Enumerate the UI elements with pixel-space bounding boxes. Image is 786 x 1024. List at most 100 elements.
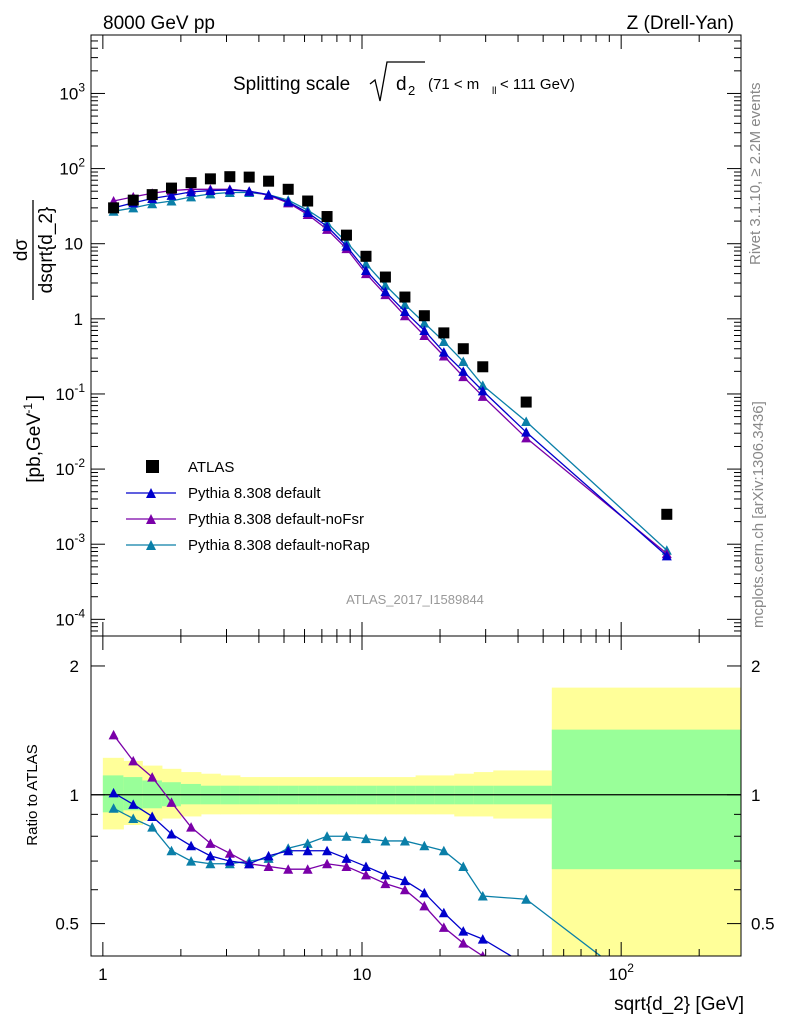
ylabel-units-end: ] bbox=[24, 395, 45, 400]
ratio-point-nofsr bbox=[458, 938, 469, 948]
main-point-default bbox=[244, 186, 255, 196]
ratio-point-norap bbox=[322, 831, 333, 841]
ratio-point-default bbox=[477, 934, 488, 944]
ratio-point-norap bbox=[438, 845, 449, 856]
ratio-axes: 0.5 0.5 1 1 2 2 1 10 102 bbox=[55, 635, 775, 984]
ratio-point-default bbox=[419, 887, 430, 898]
ratio-point-norap bbox=[341, 831, 352, 841]
ratio-point-default bbox=[380, 869, 391, 880]
ratio-point-nofsr bbox=[480, 951, 486, 956]
ratio-point-default bbox=[108, 787, 119, 798]
main-point-atlas bbox=[418, 310, 430, 322]
main-point-default bbox=[166, 190, 177, 200]
main-line-nofsr bbox=[113, 188, 668, 555]
ratio-line-norap bbox=[113, 807, 602, 956]
ratio-point-default bbox=[244, 858, 255, 869]
ratio-point-norap bbox=[186, 856, 197, 866]
ratio-point-norap bbox=[205, 858, 216, 869]
ratio-point-nofsr bbox=[108, 729, 119, 740]
main-point-atlas bbox=[379, 271, 391, 283]
main-point-atlas bbox=[360, 250, 372, 262]
main-point-norap bbox=[128, 202, 139, 213]
main-title-subscript: 2 bbox=[408, 83, 415, 98]
main-point-default bbox=[477, 385, 488, 396]
header-right: Z (Drell-Yan) bbox=[627, 13, 734, 34]
main-point-default bbox=[224, 184, 235, 195]
main-point-default bbox=[521, 427, 532, 437]
ylabel-top: dσ bbox=[11, 239, 32, 262]
main-point-atlas bbox=[399, 291, 411, 303]
main-point-atlas bbox=[165, 182, 177, 194]
x-ticklabel: 10 bbox=[353, 965, 372, 984]
ratio-point-nofsr bbox=[263, 861, 274, 871]
ratio-point-default bbox=[186, 840, 197, 851]
main-point-atlas bbox=[302, 195, 314, 207]
main-title-cut-end: < 111 GeV) bbox=[500, 76, 575, 93]
ratio-point-default bbox=[399, 875, 410, 886]
main-title-cut-subscript: ll bbox=[492, 86, 496, 97]
main-point-norap bbox=[166, 196, 177, 206]
ratio-ylabel: Ratio to ATLAS bbox=[24, 744, 41, 845]
ratio-point-default bbox=[322, 845, 333, 856]
main-title: Splitting scale d 2 (71 < m ll < 111 GeV… bbox=[233, 61, 575, 102]
ratio-point-default bbox=[283, 845, 294, 856]
legend-marker-nofsr bbox=[146, 514, 156, 524]
main-point-atlas bbox=[263, 175, 275, 187]
ratio-point-nofsr bbox=[322, 858, 333, 869]
ylabel-bottom: dsqrt{d_2} bbox=[36, 207, 57, 294]
ratio-point-norap bbox=[128, 813, 139, 824]
sqrt-symbol bbox=[369, 61, 425, 102]
main-title-text: Splitting scale bbox=[233, 74, 350, 95]
main-line-norap bbox=[113, 191, 668, 551]
main-line-default bbox=[113, 189, 668, 557]
main-point-nofsr bbox=[458, 371, 469, 382]
main-point-default bbox=[302, 207, 313, 218]
ratio-series-layer bbox=[108, 729, 602, 956]
main-point-atlas bbox=[108, 202, 120, 214]
ratio-point-norap bbox=[108, 803, 119, 813]
main-axes: 10-4 10-3 10-2 10-1 1 10 102 103 bbox=[55, 34, 742, 637]
main-title-symbol: d bbox=[396, 74, 407, 95]
main-point-default bbox=[458, 366, 469, 376]
header-left: 8000 GeV pp bbox=[103, 13, 215, 34]
legend-marker-default bbox=[146, 488, 156, 498]
ratio-point-norap bbox=[166, 845, 177, 856]
main-y-ticklabel: 10 bbox=[64, 235, 83, 254]
ratio-point-nofsr bbox=[438, 922, 449, 932]
main-plot: 10-4 10-3 10-2 10-1 1 10 102 103 bbox=[55, 34, 742, 637]
legend-label-norap: Pythia 8.308 default-noRap bbox=[188, 537, 370, 554]
main-point-atlas bbox=[340, 229, 352, 241]
legend: ATLAS Pythia 8.308 default Pythia 8.308 … bbox=[126, 459, 370, 554]
main-point-norap bbox=[186, 191, 197, 202]
main-point-nofsr bbox=[521, 432, 532, 443]
ratio-point-nofsr bbox=[341, 861, 352, 871]
x-axis-label: sqrt{d_2} [GeV] bbox=[614, 994, 744, 1015]
ratio-y-ticklabel-right: 2 bbox=[751, 657, 760, 676]
ratio-point-nofsr bbox=[186, 822, 197, 832]
main-point-norap bbox=[360, 258, 371, 269]
ratio-y-ticklabel: 2 bbox=[70, 657, 79, 676]
ratio-point-nofsr bbox=[205, 838, 216, 848]
main-point-norap bbox=[521, 416, 532, 426]
legend-marker-atlas bbox=[146, 460, 159, 473]
main-point-atlas bbox=[185, 177, 197, 189]
analysis-id: ATLAS_2017_I1589844 bbox=[346, 592, 484, 607]
main-point-default bbox=[360, 265, 371, 275]
main-y-ticklabel: 10-3 bbox=[55, 531, 85, 554]
ylabel-units-sup: -1 bbox=[21, 403, 35, 414]
ratio-point-default bbox=[458, 926, 469, 936]
ratio-point-norap bbox=[147, 822, 158, 832]
ratio-y-ticklabel: 0.5 bbox=[55, 915, 79, 934]
legend-label-nofsr: Pythia 8.308 default-noFsr bbox=[188, 511, 364, 528]
ratio-point-default bbox=[302, 845, 313, 856]
main-point-default bbox=[399, 306, 410, 317]
main-point-default bbox=[186, 186, 197, 197]
main-point-default bbox=[380, 286, 391, 297]
ratio-point-default bbox=[360, 861, 371, 871]
main-point-norap bbox=[147, 198, 158, 209]
ratio-point-nofsr bbox=[128, 755, 139, 766]
ratio-frame bbox=[90, 635, 742, 957]
ratio-point-default bbox=[438, 907, 449, 918]
ratio-point-norap bbox=[360, 833, 371, 844]
ratio-point-norap bbox=[380, 835, 391, 846]
